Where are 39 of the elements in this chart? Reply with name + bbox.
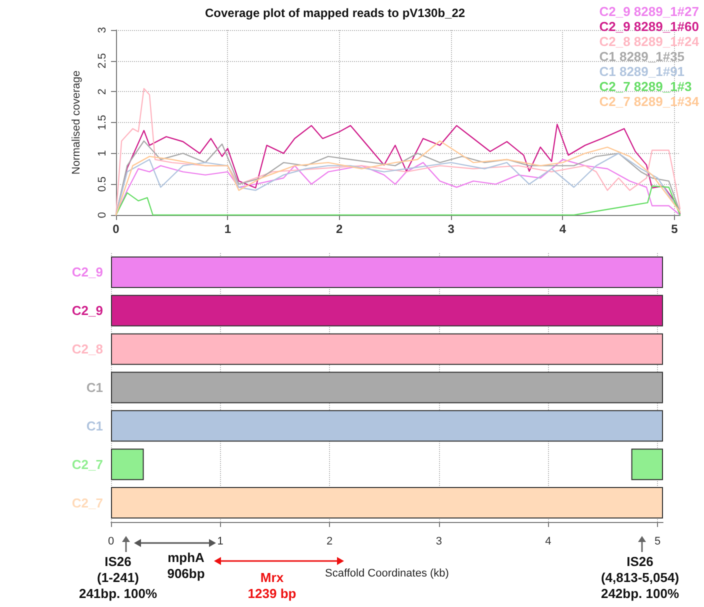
chart-title: Coverage plot of mapped reads to pV130b_22 bbox=[204, 6, 466, 20]
y-axis-title: Normalised coverage bbox=[70, 70, 82, 174]
x-tick-label: 5 bbox=[671, 222, 678, 236]
text: C1 8289_1#91 bbox=[599, 64, 685, 79]
x-tick-label: 2 bbox=[326, 536, 333, 548]
y-tick-label: C1 bbox=[86, 380, 103, 395]
x-tick-label: 4 bbox=[545, 536, 552, 548]
text: C2_8 8289_1#24 bbox=[599, 34, 700, 49]
y-tick-label: 1.5 bbox=[96, 114, 108, 130]
y-tick-label: 1 bbox=[96, 150, 108, 156]
y-tick-label: C1 bbox=[86, 418, 103, 434]
x-tick-label: 1 bbox=[217, 536, 224, 548]
y-tick-label: 0 bbox=[96, 212, 108, 218]
y-tick-label: C2_9 bbox=[72, 264, 103, 280]
text: C2_9 8289_1#60 bbox=[599, 19, 700, 34]
text: IS26 (1-241) 241bp. 100% bbox=[78, 554, 158, 602]
y-tick-label: C2_9 bbox=[72, 303, 103, 318]
y-tick-label: 2.5 bbox=[96, 53, 108, 68]
y-tick-label: 2 bbox=[96, 88, 108, 95]
text: C2_7 8289_1#3 bbox=[599, 79, 692, 94]
y-tick-label: 0.5 bbox=[96, 176, 108, 192]
x-tick-label: 3 bbox=[448, 222, 455, 236]
x-tick-label: 3 bbox=[436, 536, 442, 548]
text: C1 8289_1#35 bbox=[599, 49, 685, 64]
y-tick-label: C2_7 bbox=[72, 495, 103, 510]
x-tick-label: 2 bbox=[336, 222, 344, 236]
text: C2_7 8289_1#34 bbox=[599, 94, 700, 109]
x-tick-label: 0 bbox=[112, 222, 120, 236]
y-tick-label: C2_7 bbox=[72, 456, 103, 472]
text: Mrx 1239 bp bbox=[248, 570, 296, 602]
y-tick-label: C2_8 bbox=[72, 342, 103, 357]
y-tick-label: 3 bbox=[96, 26, 108, 34]
x-tick-label: 4 bbox=[559, 222, 566, 236]
x-axis-title: Scaffold Coordinates (kb) bbox=[325, 568, 449, 580]
text: IS26 (4,813-5,054) 242bp. 100% bbox=[600, 554, 680, 602]
text: C2_9 8289_1#27 bbox=[599, 4, 700, 19]
x-tick-label: 5 bbox=[654, 536, 661, 548]
x-tick-label: 1 bbox=[224, 222, 232, 236]
text: mphA 906bp bbox=[167, 550, 205, 582]
